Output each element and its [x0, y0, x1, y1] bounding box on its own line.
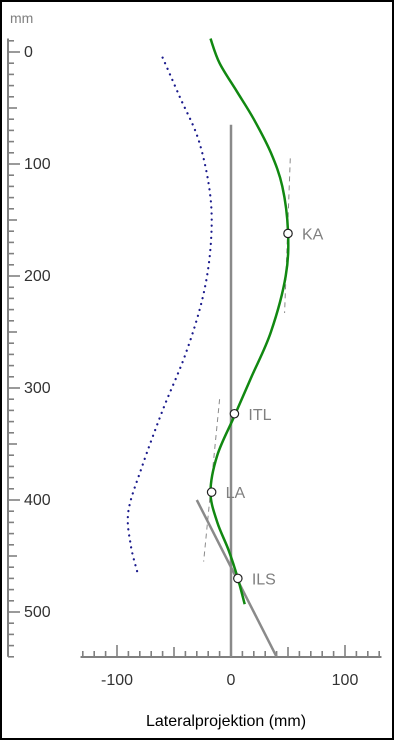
annotation-label: LA	[226, 485, 246, 502]
x-axis-label: Lateralprojektion (mm)	[146, 713, 306, 730]
y-tick-label: 200	[24, 268, 51, 285]
y-tick-label: 0	[24, 44, 33, 61]
annotation-label: KA	[302, 226, 324, 243]
x-tick-label: 100	[332, 672, 359, 689]
annotation-marker	[233, 573, 243, 584]
y-tick-label: 300	[24, 380, 51, 397]
x-tick-label: 0	[227, 672, 236, 689]
annotation-marker	[283, 228, 293, 239]
y-axis: 0 100 200 300 400 500	[7, 38, 51, 658]
annotations: KA ITL LA ILS	[206, 226, 324, 588]
x-tick-label: -100	[101, 672, 133, 689]
annotation-marker	[206, 487, 217, 497]
y-tick-label: 500	[24, 604, 51, 621]
y-tick-label: 400	[24, 492, 51, 509]
y-axis-label: mm	[10, 10, 33, 26]
x-axis: -100 0 100	[80, 645, 382, 689]
annotation-label: ITL	[248, 407, 271, 424]
dotted-curve	[126, 56, 213, 574]
tangent-line	[284, 158, 291, 313]
annotation-marker	[229, 408, 240, 419]
annotation-label: ILS	[252, 571, 276, 588]
y-tick-label: 100	[24, 156, 51, 173]
reference-lines	[195, 124, 291, 658]
series-group	[126, 38, 290, 605]
spine-curve	[209, 38, 290, 605]
